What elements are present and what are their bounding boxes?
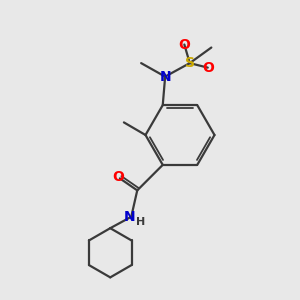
Text: N: N — [124, 210, 136, 224]
Text: O: O — [112, 170, 124, 184]
Text: O: O — [178, 38, 190, 52]
Text: O: O — [202, 61, 214, 75]
Text: N: N — [159, 70, 171, 84]
Text: S: S — [185, 56, 195, 70]
Text: H: H — [136, 217, 145, 227]
